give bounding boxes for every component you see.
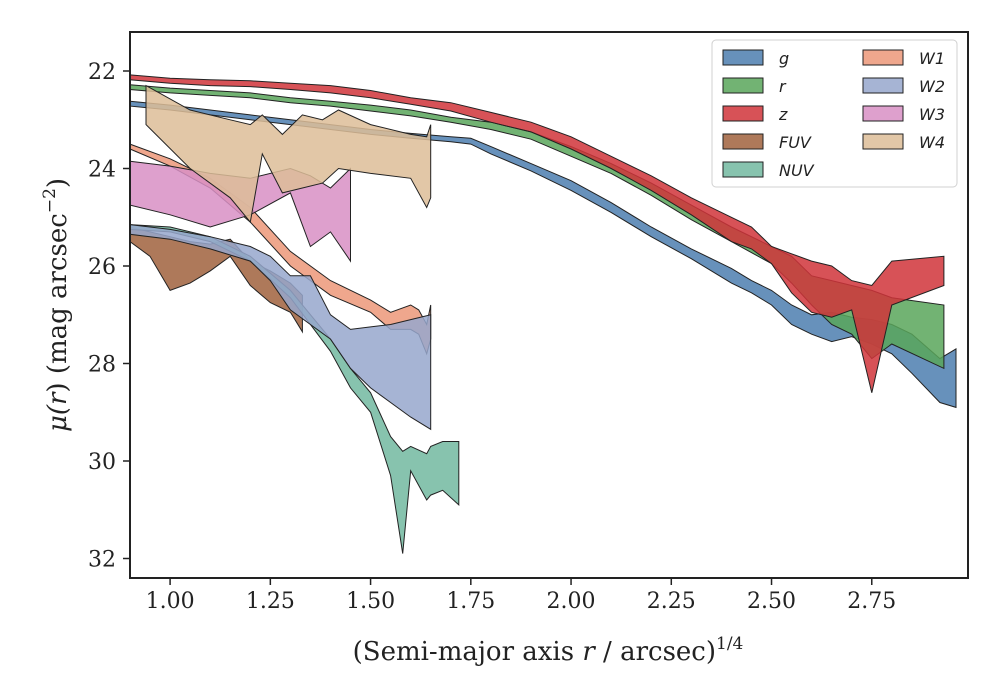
x-tick-label: 2.75 bbox=[847, 589, 896, 614]
x-tick-label: 1.25 bbox=[246, 589, 295, 614]
x-tick-label: 1.50 bbox=[346, 589, 395, 614]
x-tick-label: 2.00 bbox=[547, 589, 596, 614]
x-tick-label: 1.00 bbox=[146, 589, 195, 614]
x-tick-label: 2.25 bbox=[647, 589, 696, 614]
legend-label-w3: W3 bbox=[919, 105, 945, 124]
band-g bbox=[129, 100, 957, 409]
legend-swatch-w3 bbox=[862, 105, 904, 122]
band-z bbox=[129, 74, 945, 393]
series-bands bbox=[129, 74, 957, 554]
legend-box bbox=[711, 39, 958, 188]
legend-label-g: g bbox=[779, 49, 789, 68]
legend-label-w4: W4 bbox=[919, 133, 945, 152]
band-w2 bbox=[129, 224, 432, 431]
legend-swatch-nuv bbox=[722, 161, 764, 178]
legend-label-fuv: FUV bbox=[779, 133, 812, 152]
y-tick-label: 22 bbox=[88, 60, 116, 85]
legend-label-r: r bbox=[779, 77, 787, 96]
x-axis-ticks: 1.00 1.25 1.50 1.75 2.00 2.25 2.50 2.75 bbox=[146, 578, 896, 614]
band-w4 bbox=[145, 84, 432, 224]
legend-swatch-z bbox=[722, 105, 764, 122]
x-tick-label: 1.75 bbox=[446, 589, 495, 614]
legend-swatch-w2 bbox=[862, 77, 904, 94]
y-tick-label: 26 bbox=[88, 255, 116, 280]
y-tick-label: 30 bbox=[88, 450, 116, 475]
legend-label-w1: W1 bbox=[919, 49, 945, 68]
plot-frame bbox=[129, 31, 969, 579]
legend: grz FUV NUV W1 W2 W3 W4 bbox=[711, 39, 958, 188]
legend-swatch-g bbox=[722, 49, 764, 66]
legend-label-w2: W2 bbox=[919, 77, 945, 96]
y-tick-label: 24 bbox=[88, 158, 116, 183]
y-tick-label: 32 bbox=[88, 548, 116, 573]
y-axis-label: μ(r) (mag arcsec−2) bbox=[40, 178, 73, 432]
y-axis-ticks: 22 24 26 28 30 32 bbox=[88, 60, 130, 573]
legend-swatch-r bbox=[722, 77, 764, 94]
x-axis-label: (Semi-major axis r / arcsec)1/4 bbox=[353, 634, 744, 667]
y-tick-label: 28 bbox=[88, 353, 116, 378]
legend-swatch-fuv bbox=[722, 133, 764, 150]
legend-swatch-w4 bbox=[862, 133, 904, 150]
x-tick-label: 2.50 bbox=[747, 589, 796, 614]
legend-label-z: z bbox=[778, 105, 788, 124]
legend-swatch-w1 bbox=[862, 49, 904, 66]
legend-label-nuv: NUV bbox=[779, 161, 815, 180]
